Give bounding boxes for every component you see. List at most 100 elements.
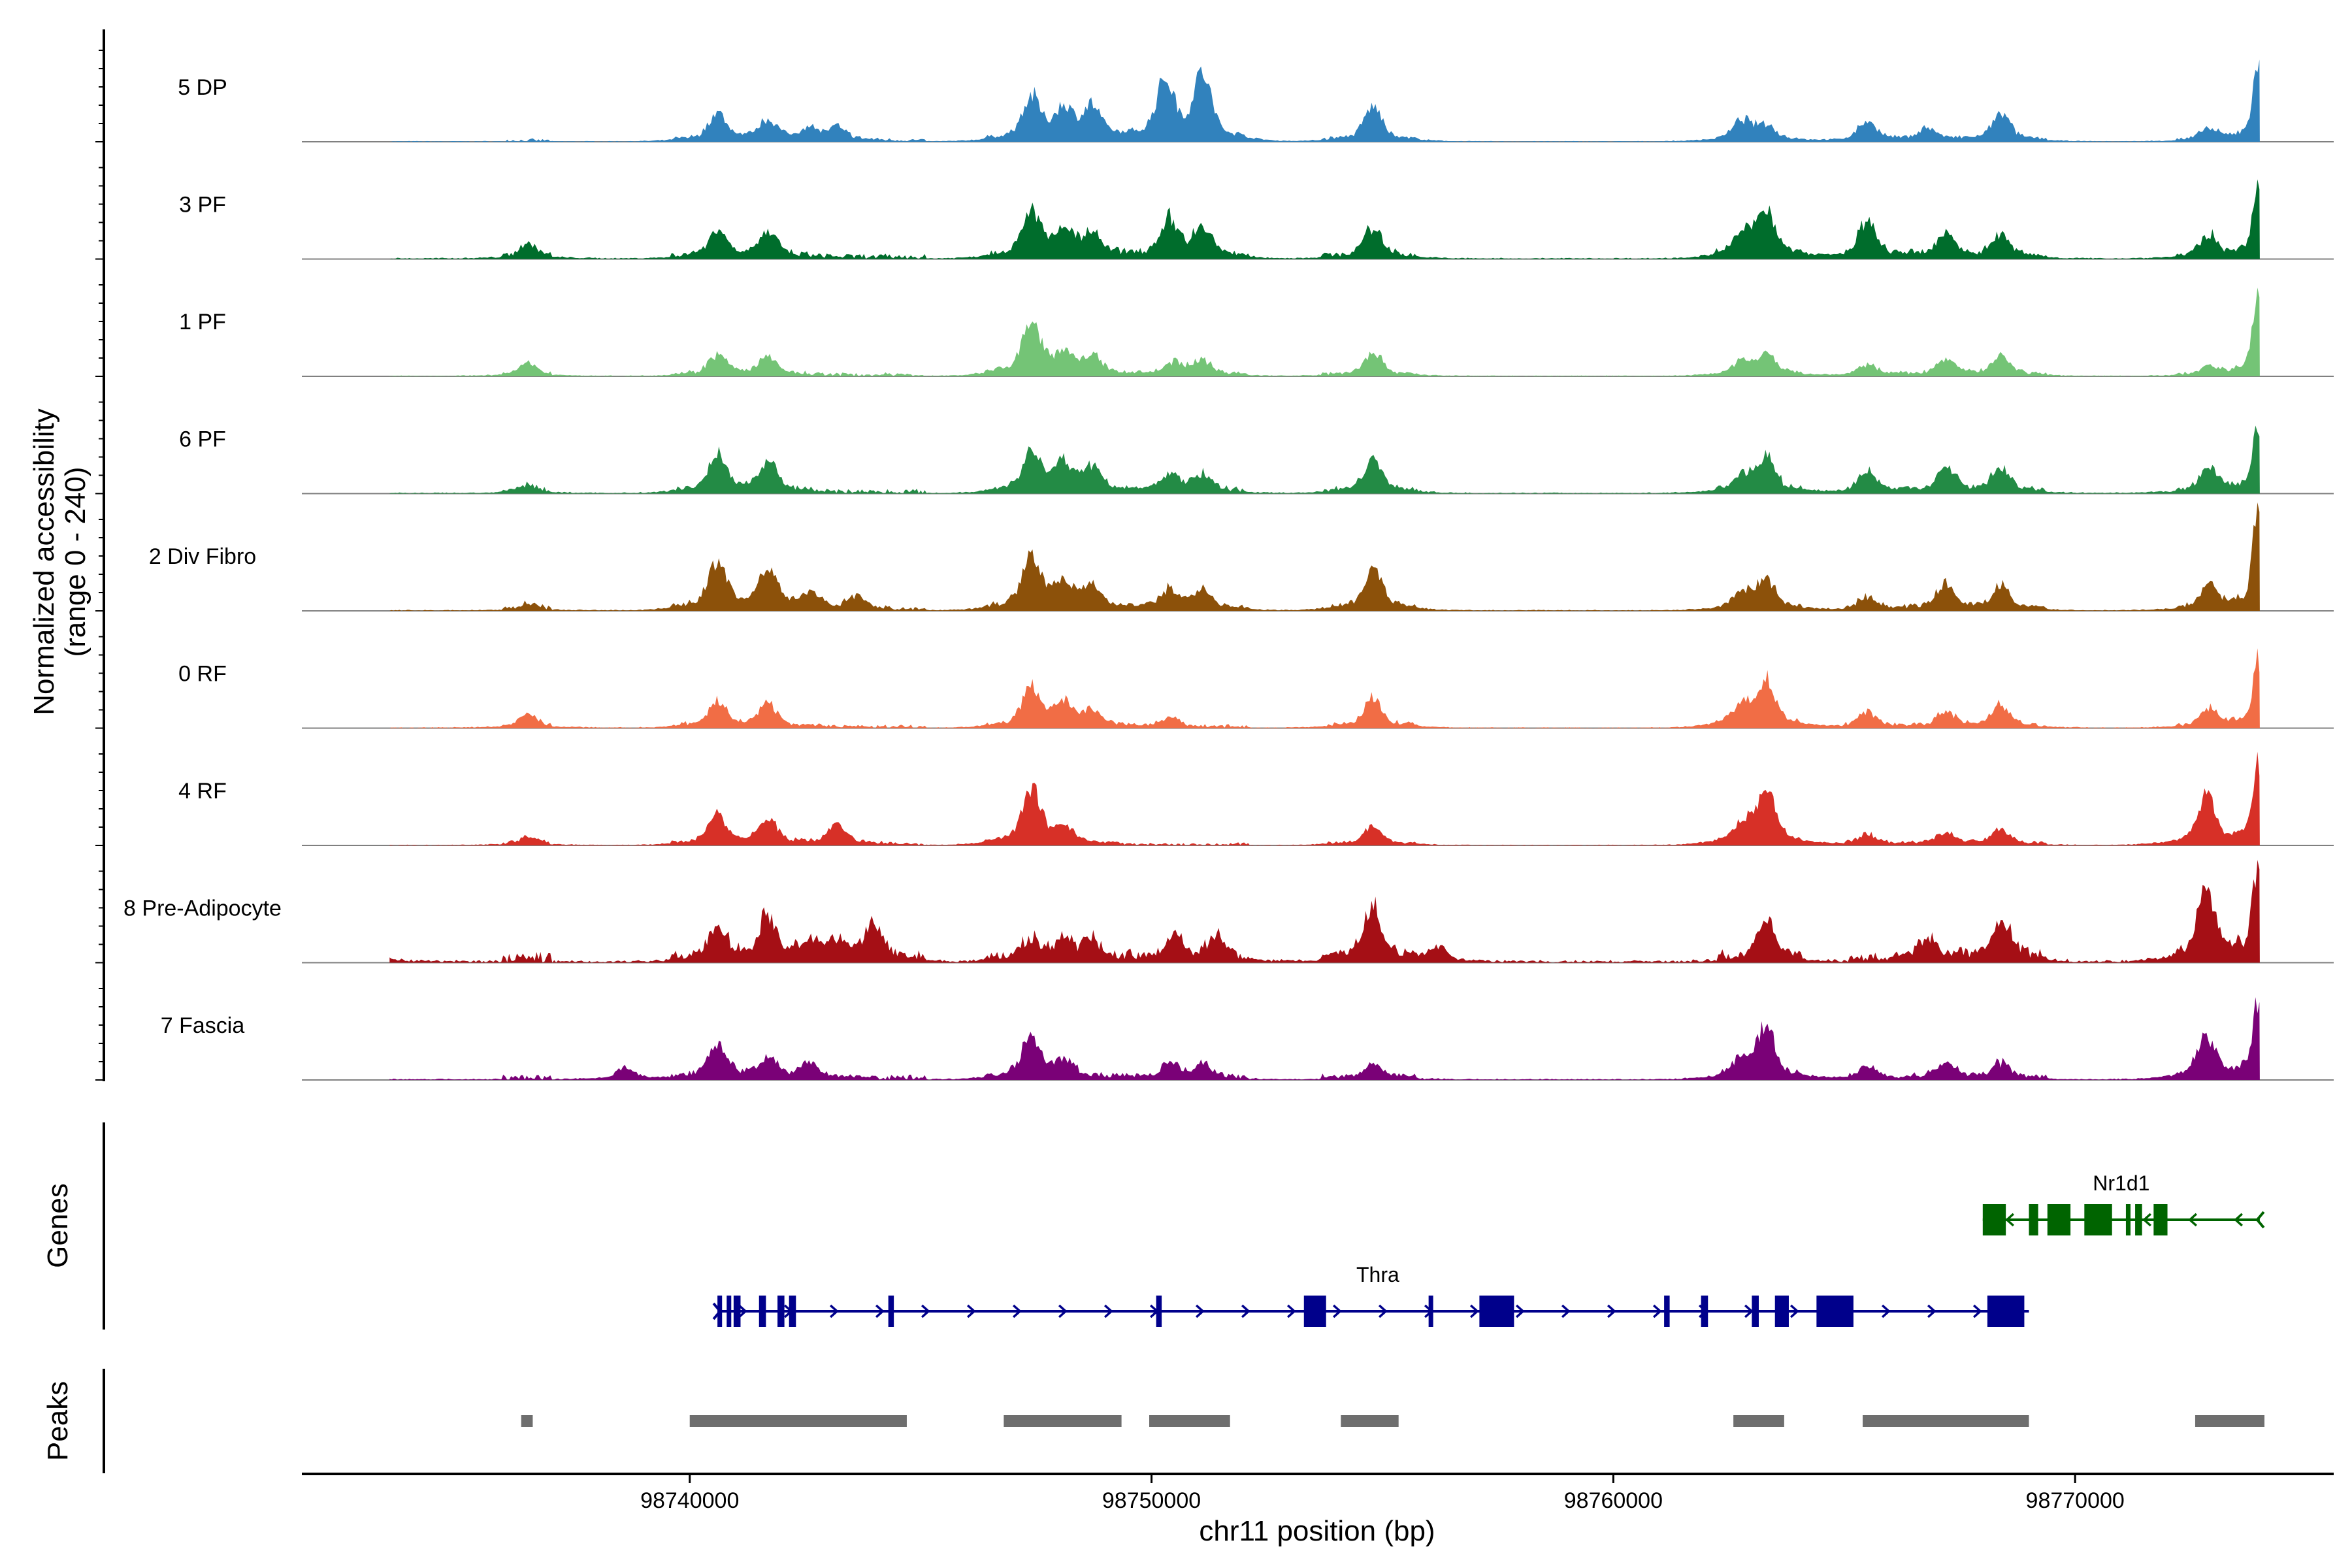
gene-thra: Thra — [712, 1263, 2029, 1327]
exon — [1664, 1296, 1670, 1327]
peak-region — [1733, 1415, 1784, 1427]
coverage-area — [389, 751, 2260, 845]
peak-region — [521, 1415, 533, 1427]
gene-label: Thra — [1356, 1263, 1399, 1286]
gene-annotations: Thra Nr1d1 — [712, 1171, 2265, 1327]
track-label: 0 RF — [178, 662, 227, 687]
strand-arrow — [2234, 1213, 2243, 1227]
track-label: 6 PF — [179, 427, 226, 452]
strand-arrow — [966, 1304, 976, 1318]
gene-label: Nr1d1 — [2093, 1171, 2149, 1195]
strand-arrow — [1789, 1304, 1799, 1318]
coverage-area — [389, 179, 2260, 259]
genes-panel-title: Genes — [42, 1183, 74, 1268]
exon — [1774, 1296, 1789, 1327]
exon — [1428, 1296, 1433, 1327]
coverage-area — [389, 648, 2260, 728]
strand-arrow — [1286, 1304, 1296, 1318]
peak-region — [689, 1415, 907, 1427]
strand-arrow — [1927, 1304, 1936, 1318]
track-8-pre-adipocyte: 8 Pre-Adipocyte — [123, 860, 2334, 964]
exon — [1752, 1296, 1759, 1327]
y-axis-title-line2: (range 0 - 240) — [59, 466, 91, 657]
exon — [717, 1296, 723, 1327]
track-2-div-fibro: 2 Div Fibro — [149, 502, 2334, 612]
track-7-fascia: 7 Fascia — [161, 997, 2334, 1081]
strand-arrow — [2188, 1213, 2197, 1227]
coverage-tracks: 5 DP 3 PF 1 PF 6 PF 2 Div Fibro 0 RF 4 RF 8 Pre… — [123, 59, 2334, 1081]
track-label: 2 Div Fibro — [149, 544, 256, 569]
x-tick-label: 98770000 — [2026, 1488, 2125, 1513]
track-label: 1 PF — [179, 310, 226, 335]
peak-region — [1004, 1415, 1122, 1427]
strand-arrow — [1103, 1304, 1113, 1318]
exon — [2153, 1204, 2168, 1235]
exon — [789, 1296, 796, 1327]
y-axis-title-line1: Normalized accessibility — [28, 408, 60, 715]
exon — [1987, 1296, 2025, 1327]
coverage-area — [389, 59, 2260, 142]
exon — [1156, 1296, 1162, 1327]
track-0-rf: 0 RF — [178, 648, 2334, 729]
strand-arrow — [1561, 1304, 1571, 1318]
coverage-area — [389, 287, 2260, 376]
exon — [2084, 1204, 2112, 1235]
strand-arrow — [1332, 1304, 1342, 1318]
exon — [1479, 1296, 1514, 1327]
exon — [2125, 1204, 2131, 1235]
exon — [1982, 1204, 2006, 1235]
exon — [2029, 1204, 2038, 1235]
track-label: 4 RF — [178, 779, 227, 804]
strand-arrow — [1241, 1304, 1250, 1318]
strand-arrow — [1652, 1304, 1662, 1318]
strand-arrow — [1881, 1304, 1891, 1318]
coverage-y-ticks — [95, 50, 104, 1081]
exon — [1816, 1296, 1854, 1327]
strand-arrow — [1195, 1304, 1205, 1318]
peak-region — [2195, 1415, 2264, 1427]
track-label: 3 PF — [179, 193, 226, 218]
strand-arrow — [1378, 1304, 1388, 1318]
strand-arrow — [829, 1304, 839, 1318]
strand-arrow — [1058, 1304, 1068, 1318]
strand-arrow — [1469, 1304, 1479, 1318]
exon — [733, 1296, 741, 1327]
exon — [1303, 1296, 1326, 1327]
exon — [2135, 1204, 2142, 1235]
track-label: 7 Fascia — [161, 1013, 245, 1038]
track-4-rf: 4 RF — [178, 751, 2334, 846]
exon — [777, 1296, 785, 1327]
strand-arrow — [1744, 1304, 1754, 1318]
peak-region — [1863, 1415, 2029, 1427]
strand-arrow — [875, 1304, 885, 1318]
peak-region — [1341, 1415, 1399, 1427]
strand-arrow — [1515, 1304, 1525, 1318]
coverage-area — [389, 997, 2260, 1080]
peaks-panel-title: Peaks — [42, 1381, 74, 1461]
track-6-pf: 6 PF — [179, 425, 2334, 495]
gene-nr1d1: Nr1d1 — [1982, 1171, 2265, 1235]
coverage-area — [389, 425, 2260, 494]
x-axis-ticks: 98740000 98750000 98760000 98770000 — [640, 1474, 2125, 1513]
strand-arrow — [1012, 1304, 1022, 1318]
coverage-area — [389, 502, 2260, 611]
strand-arrow — [1972, 1304, 1982, 1318]
gene-end-marker — [2255, 1211, 2265, 1229]
exon — [1701, 1296, 1708, 1327]
strand-arrow — [738, 1304, 747, 1318]
exon — [727, 1296, 732, 1327]
exon — [2047, 1204, 2071, 1235]
strand-arrow — [2142, 1213, 2151, 1227]
x-axis-title: chr11 position (bp) — [1199, 1515, 1435, 1547]
exon — [759, 1296, 766, 1327]
track-label: 5 DP — [178, 75, 227, 100]
exon — [888, 1296, 894, 1327]
peak-regions — [521, 1415, 2264, 1427]
track-label: 8 Pre-Adipocyte — [123, 896, 282, 921]
strand-arrow — [1607, 1304, 1616, 1318]
peak-region — [1149, 1415, 1230, 1427]
x-tick-label: 98740000 — [640, 1488, 739, 1513]
strand-arrow — [2005, 1213, 2014, 1227]
strand-arrow — [921, 1304, 930, 1318]
